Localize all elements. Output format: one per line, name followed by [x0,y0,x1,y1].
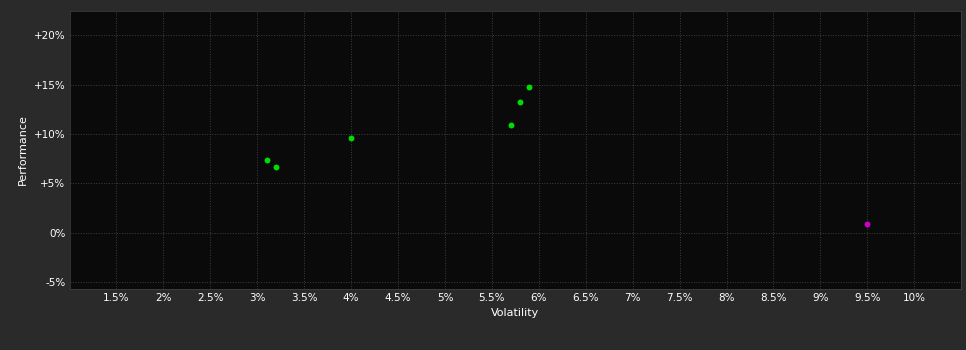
Point [522,85,537,90]
Point [860,221,875,226]
Y-axis label: Performance: Performance [18,114,28,185]
Point [503,122,519,128]
Point [343,135,358,141]
Point [259,158,274,163]
Point [269,164,284,170]
Point [512,99,527,105]
X-axis label: Volatility: Volatility [492,308,539,319]
